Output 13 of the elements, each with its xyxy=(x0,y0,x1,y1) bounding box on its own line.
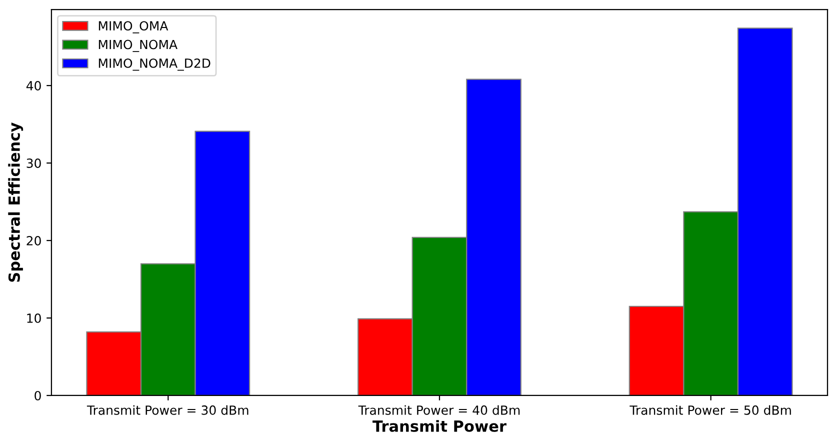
x-tick-label: Transmit Power = 30 dBm xyxy=(86,405,248,415)
y-tick-label: 0 xyxy=(34,390,41,400)
x-tick-label: Transmit Power = 50 dBm xyxy=(630,405,791,415)
x-axis-title: Transmit Power xyxy=(372,420,506,432)
legend-label: MIMO_OMA xyxy=(98,21,168,34)
legend-label: MIMO_NOMA xyxy=(98,40,178,52)
y-tick-label: 40 xyxy=(26,81,41,90)
y-tick-label: 30 xyxy=(26,158,41,168)
y-tick-label: 20 xyxy=(26,236,41,246)
x-tick-label: Transmit Power = 40 dBm xyxy=(358,405,520,415)
legend-label: MIMO_NOMA_D2D xyxy=(98,58,210,71)
y-axis-title: Spectral Efficiency xyxy=(8,122,24,282)
y-tick-label: 10 xyxy=(27,313,41,323)
